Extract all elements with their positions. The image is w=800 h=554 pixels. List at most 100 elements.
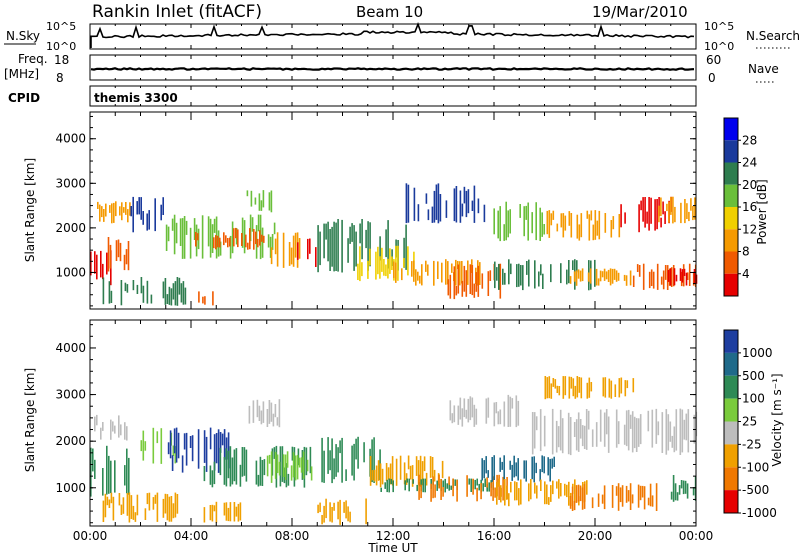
power-ytick-label: 2000: [55, 221, 86, 235]
velocity-echo-stroke: [473, 404, 476, 427]
velocity-echo-stroke: [261, 460, 264, 486]
velocity-echo-stroke: [237, 503, 240, 522]
velocity-echo-stroke: [173, 428, 176, 454]
power-echo-stroke: [670, 196, 672, 215]
power-echo-stroke: [290, 247, 293, 265]
power-echo-stroke: [467, 189, 470, 214]
velocity-echo-stroke: [333, 502, 335, 511]
velocity-echo-stroke: [302, 451, 305, 479]
velocity-echo-stroke: [167, 442, 170, 455]
velocity-echo-stroke: [392, 480, 394, 493]
velocity-echo-stroke: [621, 485, 624, 507]
power-ytick-label: 1000: [55, 265, 86, 279]
velocity-y-axis: 1000 2000 3000 4000: [55, 324, 696, 524]
power-echo-stroke: [282, 232, 285, 268]
power-echo-stroke: [267, 234, 270, 248]
velocity-echo-stroke: [258, 405, 261, 421]
power-echo-stroke: [580, 213, 583, 238]
power-echo-stroke: [461, 203, 464, 217]
power-echo-region: [130, 196, 164, 233]
velocity-echo-stroke: [463, 398, 466, 418]
velocity-echo-stroke: [603, 485, 606, 510]
nsearch-tick-top: 10^5: [704, 20, 734, 33]
power-echo-stroke: [381, 247, 383, 272]
power-echo-stroke: [642, 263, 645, 290]
velocity-echo-stroke: [503, 401, 506, 427]
power-echo-stroke: [455, 286, 458, 296]
velocity-echo-stroke: [480, 483, 482, 500]
power-echo-stroke: [298, 238, 301, 259]
velocity-echo-stroke: [457, 405, 460, 425]
power-echo-stroke: [241, 217, 244, 248]
power-echo-stroke: [160, 204, 162, 221]
power-echo-stroke: [623, 274, 626, 281]
time-tick-label: 00:00: [73, 529, 108, 543]
velocity-echo-stroke: [586, 382, 589, 399]
velocity-echo-stroke: [625, 410, 628, 447]
velocity-echo-stroke: [487, 470, 489, 478]
power-echo-stroke: [273, 222, 276, 235]
velocity-echo-stroke: [373, 437, 375, 483]
velocity-echo-region: [248, 399, 281, 428]
velocity-echo-stroke: [421, 461, 424, 486]
power-echo-stroke: [601, 271, 604, 278]
power-echo-stroke: [662, 201, 664, 215]
power-echo-stroke: [178, 277, 181, 295]
power-echo-stroke: [146, 280, 149, 304]
power-echo-stroke: [688, 263, 691, 286]
velocity-echo-stroke: [420, 484, 422, 499]
velocity-colorbar-tick: -25: [742, 437, 762, 451]
velocity-echo-stroke: [174, 446, 177, 464]
velocity-echo-stroke: [379, 463, 382, 488]
velocity-echo-stroke: [272, 413, 275, 427]
velocity-echo-stroke: [571, 486, 574, 511]
velocity-echo-stroke: [682, 480, 685, 495]
velocity-echo-stroke: [661, 412, 664, 453]
power-echo-stroke: [590, 210, 593, 221]
velocity-echo-stroke: [283, 467, 286, 484]
power-echo-stroke: [437, 261, 439, 279]
velocity-echo-stroke: [96, 414, 98, 426]
power-echo-stroke: [379, 236, 381, 261]
power-echo-stroke: [538, 271, 540, 287]
power-echo-stroke: [673, 268, 676, 286]
velocity-echo-stroke: [669, 421, 672, 442]
power-echo-stroke: [670, 267, 673, 287]
power-echo-stroke: [592, 224, 595, 241]
power-echo-region: [165, 214, 276, 260]
power-echo-stroke: [625, 275, 628, 286]
power-echo-stroke: [596, 220, 599, 236]
velocity-echo-stroke: [270, 402, 273, 422]
power-echo-stroke: [233, 228, 235, 247]
power-echo-stroke: [576, 214, 579, 239]
power-echo-stroke: [465, 270, 468, 297]
power-echo-stroke: [463, 186, 466, 204]
power-echo-stroke: [594, 210, 597, 240]
power-echo-stroke: [638, 204, 640, 233]
power-echo-region: [493, 201, 545, 242]
power-echo-stroke: [175, 222, 178, 244]
power-echo-stroke: [383, 259, 385, 276]
velocity-echo-stroke: [525, 460, 527, 482]
velocity-echo-stroke: [275, 445, 278, 488]
velocity-echo-stroke: [389, 463, 392, 485]
velocity-echo-region: [102, 492, 179, 523]
velocity-echo-stroke: [110, 460, 112, 494]
power-colorbar-tick: 20: [742, 178, 757, 192]
velocity-echo-stroke: [177, 432, 180, 459]
velocity-echo-stroke: [128, 492, 131, 523]
power-echo-stroke: [146, 213, 148, 231]
velocity-echo-region: [418, 474, 508, 502]
velocity-echo-stroke: [678, 485, 681, 495]
power-echo-stroke: [251, 217, 254, 232]
velocity-echo-stroke: [411, 465, 414, 487]
power-echo-stroke: [609, 268, 612, 286]
power-echo-stroke: [690, 198, 692, 211]
power-echo-stroke: [674, 206, 676, 223]
velocity-echo-stroke: [229, 502, 232, 522]
velocity-echo-stroke: [493, 402, 496, 427]
power-echo-stroke: [518, 263, 520, 287]
power-echo-stroke: [527, 202, 529, 241]
time-tick-label: 08:00: [275, 529, 310, 543]
velocity-echo-stroke: [227, 432, 230, 469]
